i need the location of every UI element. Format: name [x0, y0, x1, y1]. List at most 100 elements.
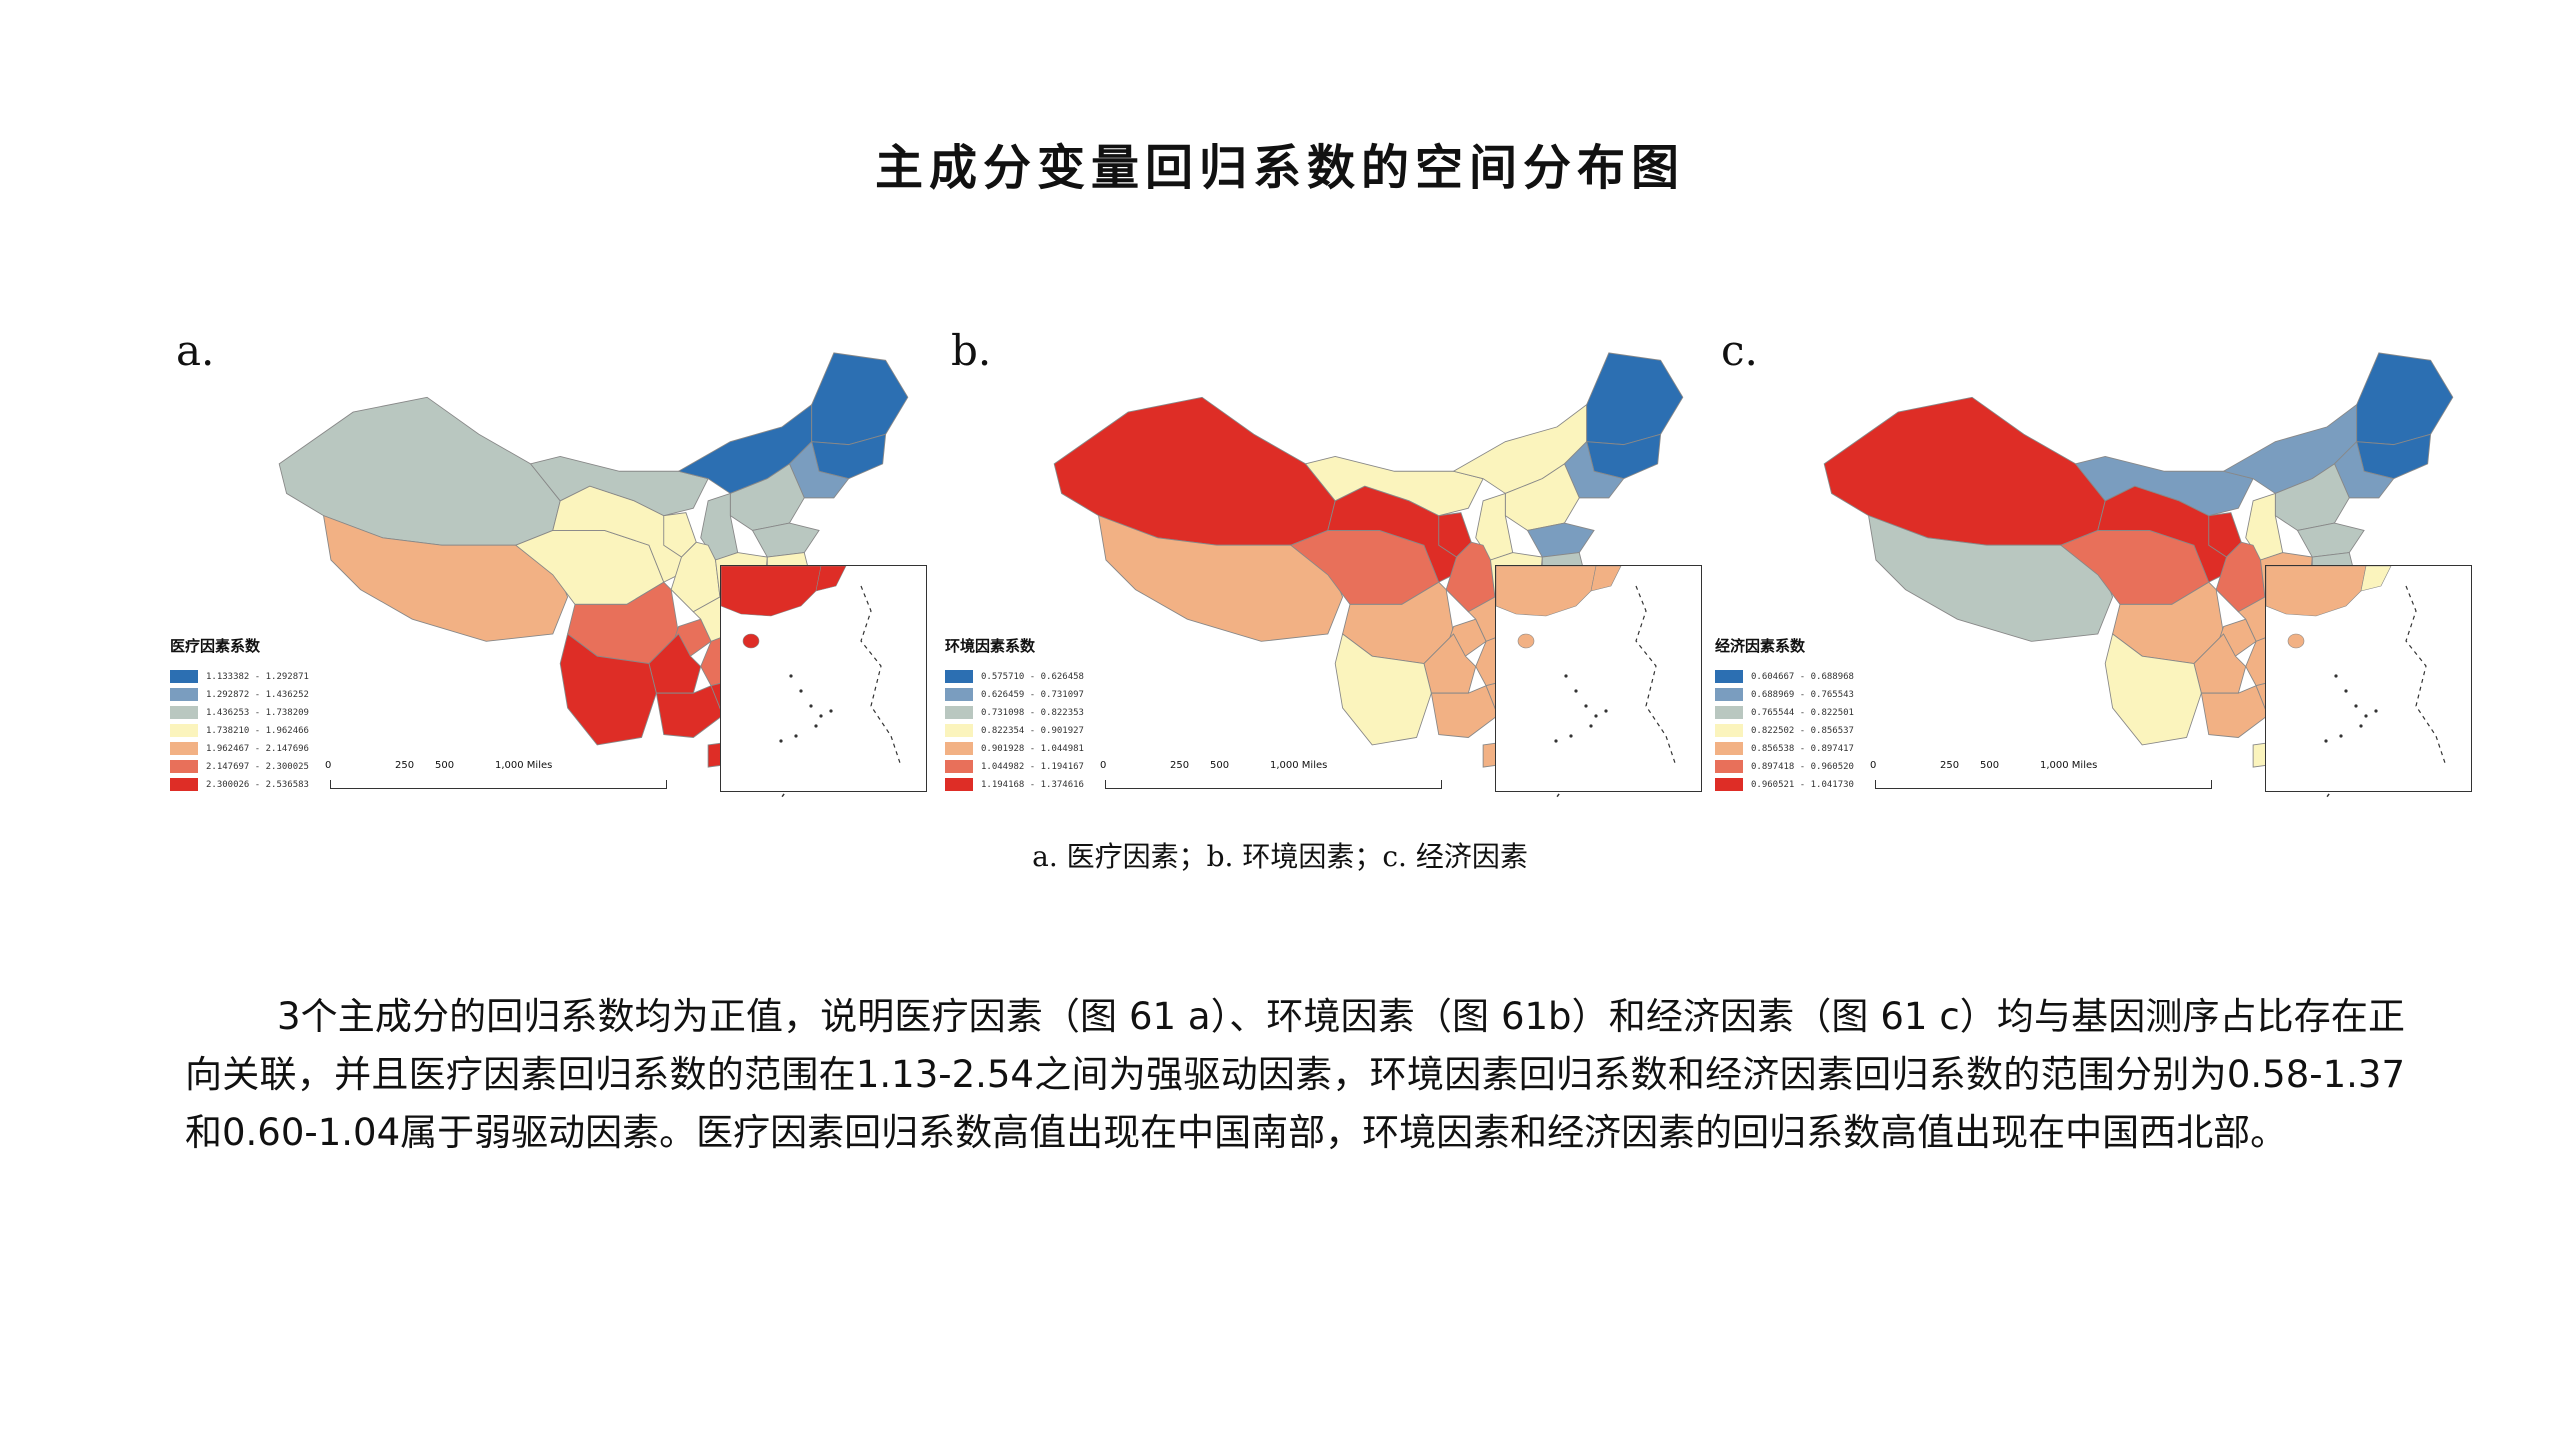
legend-swatch	[1715, 778, 1743, 791]
south-china-sea-inset	[720, 565, 927, 792]
legend-label: 0.897418 - 0.960520	[1751, 761, 1854, 772]
region-shandong	[751, 522, 820, 558]
region-tibet	[1097, 514, 1344, 642]
region-shandong	[1526, 522, 1595, 558]
legend-row: 0.822502 - 0.856537	[1715, 722, 1935, 739]
inset-hainan	[742, 633, 760, 649]
legend-label: 2.147697 - 2.300025	[206, 761, 309, 772]
map-panel-c: c. 经济因素系数 0.604667 - 0.688968 0.688969 - 0.…	[1715, 320, 2475, 800]
island-dot	[1564, 674, 1568, 678]
legend-swatch	[170, 724, 198, 737]
legend-label: 0.901928 - 1.044981	[981, 743, 1084, 754]
legend-label: 2.300026 - 2.536583	[206, 779, 309, 790]
region-heilongjiang	[2356, 352, 2454, 446]
legend-swatch	[945, 778, 973, 791]
island-dot	[1604, 709, 1608, 713]
panel-label: a.	[176, 326, 215, 375]
legend-swatch	[945, 688, 973, 701]
region-yunnan	[1334, 633, 1432, 746]
legend-swatch	[1715, 724, 1743, 737]
figure-caption: a. 医疗因素；b. 环境因素；c. 经济因素	[1032, 840, 1528, 873]
legend-swatch	[170, 706, 198, 719]
scale-line	[1105, 780, 1442, 789]
region-hebei	[729, 463, 805, 531]
map-legend: 环境因素系数 0.575710 - 0.626458 0.626459 - 0.73…	[945, 635, 1165, 794]
inset-map	[2266, 566, 2447, 767]
scale-tick: 0	[1870, 760, 1877, 771]
legend-label: 0.765544 - 0.822501	[1751, 707, 1854, 718]
island-dot	[1589, 724, 1593, 728]
legend-row: 0.897418 - 0.960520	[1715, 758, 1935, 775]
island-dot	[794, 734, 798, 738]
island-dot	[2374, 709, 2378, 713]
region-heilongjiang	[1586, 352, 1684, 446]
scale-line	[330, 780, 667, 789]
island-dot	[1574, 689, 1578, 693]
page-title: 主成分变量回归系数的空间分布图	[874, 140, 1685, 196]
legend-row: 0.688969 - 0.765543	[1715, 686, 1935, 703]
legend-label: 0.604667 - 0.688968	[1751, 671, 1854, 682]
legend-label: 1.194168 - 1.374616	[981, 779, 1084, 790]
region-heilongjiang	[811, 352, 909, 446]
legend-swatch	[945, 706, 973, 719]
legend-swatch	[945, 742, 973, 755]
legend-label: 0.731098 - 0.822353	[981, 707, 1084, 718]
legend-row: 0.575710 - 0.626458	[945, 668, 1165, 685]
legend-row: 0.765544 - 0.822501	[1715, 704, 1935, 721]
region-hebei	[1504, 463, 1580, 531]
legend-row: 0.626459 - 0.731097	[945, 686, 1165, 703]
scale-bar: 0 250 500 1,000 Miles	[1865, 760, 2225, 804]
scale-bar: 0 250 500 1,000 Miles	[320, 760, 680, 804]
island-dot	[2359, 724, 2363, 728]
legend-swatch	[945, 760, 973, 773]
legend-label: 0.856538 - 0.897417	[1751, 743, 1854, 754]
island-dot	[814, 724, 818, 728]
island-dot	[809, 704, 813, 708]
legend-swatch	[945, 724, 973, 737]
island-dot	[2354, 704, 2358, 708]
island-dot	[2339, 734, 2343, 738]
legend-title: 医疗因素系数	[170, 637, 261, 655]
legend-row: 1.292872 - 1.436252	[170, 686, 390, 703]
legend-row: 0.901928 - 1.044981	[945, 740, 1165, 757]
scale-tick: 1,000 Miles	[1270, 760, 1328, 771]
island-dot	[779, 739, 783, 743]
region-tibet	[322, 514, 569, 642]
legend-swatch	[170, 670, 198, 683]
map-legend: 经济因素系数 0.604667 - 0.688968 0.688969 - 0.76…	[1715, 635, 1935, 794]
island-dot	[799, 689, 803, 693]
scale-tick: 500	[1980, 760, 2000, 771]
scale-tick: 0	[325, 760, 332, 771]
legend-label: 1.044982 - 1.194167	[981, 761, 1084, 772]
body-paragraph: 3个主成分的回归系数均为正值，说明医疗因素（图 61 a）、环境因素（图 61b…	[185, 995, 2405, 1154]
island-dot	[819, 714, 823, 718]
scale-tick: 0	[1100, 760, 1107, 771]
legend-label: 0.960521 - 1.041730	[1751, 779, 1854, 790]
legend-swatch	[170, 742, 198, 755]
legend-label: 1.292872 - 1.436252	[206, 689, 309, 700]
region-guangxi	[655, 685, 724, 738]
legend-swatch	[170, 688, 198, 701]
region-inner-mongolia-w	[2074, 456, 2254, 517]
south-china-sea-inset	[2265, 565, 2472, 792]
region-guangxi	[2200, 685, 2269, 738]
legend-swatch	[945, 670, 973, 683]
region-xinjiang	[1823, 396, 2106, 546]
inset-region	[1590, 566, 1622, 592]
island-dot	[2364, 714, 2368, 718]
legend-row: 1.194168 - 1.374616	[945, 776, 1165, 793]
legend-label: 0.688969 - 0.765543	[1751, 689, 1854, 700]
scale-tick: 1,000 Miles	[2040, 760, 2098, 771]
inset-mainland	[721, 566, 822, 617]
scale-bar: 0 250 500 1,000 Miles	[1095, 760, 1455, 804]
panel-label: b.	[951, 326, 992, 375]
legend-row: 1.738210 - 1.962466	[170, 722, 390, 739]
legend-label: 0.575710 - 0.626458	[981, 671, 1084, 682]
island-dot	[2344, 689, 2348, 693]
scale-tick: 250	[1170, 760, 1190, 771]
panel-label: c.	[1721, 326, 1758, 375]
inset-hainan	[2287, 633, 2305, 649]
scale-tick: 250	[395, 760, 415, 771]
legend-title: 经济因素系数	[1715, 637, 1806, 655]
south-china-sea-inset	[1495, 565, 1702, 792]
